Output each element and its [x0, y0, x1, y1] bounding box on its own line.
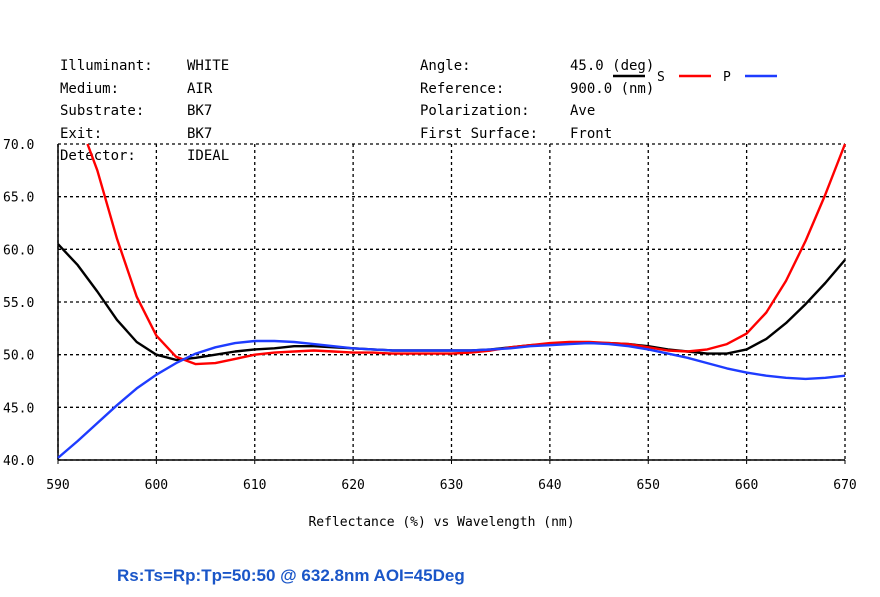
series-line-s: [86, 143, 847, 366]
info-right-block: Angle: 45.0 (deg) Reference: 900.0 (nm) Pola…: [420, 26, 654, 164]
info-left-label: Detector:: [60, 148, 136, 164]
x-tick-label: 590: [46, 478, 69, 493]
legend-label-p: P: [723, 70, 731, 85]
info-right-label: Reference:: [420, 80, 505, 97]
x-tick-label: 650: [637, 478, 660, 493]
info-left-value: BK7: [187, 125, 213, 142]
info-right-row: Polarization: Ave: [420, 103, 654, 126]
x-axis-label: Reflectance (%) vs Wavelength (nm): [308, 515, 574, 530]
x-tick-label: 600: [145, 478, 168, 493]
x-tick-label: 640: [538, 478, 561, 493]
info-left-row: Medium: AIR: [60, 81, 229, 104]
info-right-row: Angle: 45.0 (deg): [420, 58, 654, 81]
info-right-value: 900.0 (nm): [570, 80, 655, 97]
info-left-value: IDEAL: [187, 148, 230, 164]
x-tick-label: 620: [341, 478, 364, 493]
info-right-value: Ave: [570, 103, 596, 119]
x-tick-label: 630: [440, 478, 463, 493]
info-left-row: Exit: BK7: [60, 126, 229, 149]
x-tick-label: 660: [735, 478, 758, 493]
info-right-value: Front: [570, 125, 613, 142]
info-right-row: First Surface: Front: [420, 126, 654, 149]
info-left-label: Substrate:: [60, 103, 145, 119]
info-right-value: 45.0 (deg): [570, 58, 655, 74]
y-tick-label: 50.0: [3, 349, 34, 364]
legend-label-s: S: [657, 70, 665, 85]
x-tick-label: 670: [833, 478, 856, 493]
info-right-label: Angle:: [420, 58, 471, 74]
info-right-row: Reference: 900.0 (nm): [420, 81, 654, 104]
info-left-value: WHITE: [187, 58, 230, 74]
info-left-label: Medium:: [60, 80, 120, 97]
info-left-label: Exit:: [60, 125, 103, 142]
series-line-p: [57, 339, 846, 459]
caption: Rs:Ts=Rp:Tp=50:50 @ 632.8nm AOI=45Deg: [117, 566, 465, 585]
info-right-label: First Surface:: [420, 125, 539, 142]
y-tick-label: 65.0: [3, 191, 34, 206]
info-left-row: Substrate: BK7: [60, 103, 229, 126]
info-left-value: BK7: [187, 103, 213, 119]
y-tick-label: 60.0: [3, 243, 34, 258]
y-tick-label: 55.0: [3, 296, 34, 311]
y-tick-label: 70.0: [3, 138, 34, 153]
info-right-label: Polarization:: [420, 103, 530, 119]
info-left-value: AIR: [187, 80, 213, 97]
y-tick-label: 45.0: [3, 401, 34, 416]
y-tick-label: 40.0: [3, 454, 34, 469]
x-tick-label: 610: [243, 478, 266, 493]
info-left-block: Illuminant: WHITE Medium: AIR Substrate: BK7 E…: [60, 26, 229, 187]
info-left-label: Illuminant:: [60, 58, 153, 74]
info-left-row: Detector: IDEAL: [60, 148, 229, 171]
info-left-row: Illuminant: WHITE: [60, 58, 229, 81]
reflectance-chart: 590 600 610 620 630 640 650 660 670 40.0 45.0 50.0 5…: [3, 70, 857, 530]
